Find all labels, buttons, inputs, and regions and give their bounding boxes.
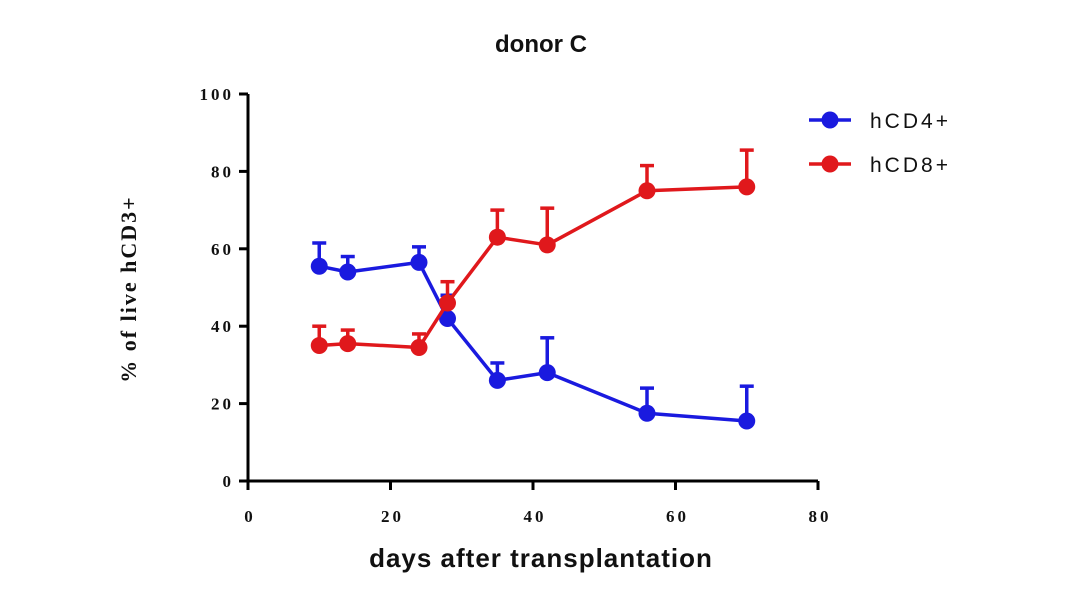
data-point: [339, 263, 357, 281]
data-point: [310, 257, 328, 275]
legend-marker: [821, 155, 839, 173]
data-point: [488, 371, 506, 389]
series-hcd4: [310, 241, 756, 430]
x-tick-label: 40: [524, 507, 547, 526]
series-layer: [310, 148, 756, 430]
data-point: [439, 309, 456, 327]
legend: hCD4+ hCD8+: [809, 110, 951, 177]
data-point: [410, 338, 428, 356]
x-tick-label: 60: [666, 507, 689, 526]
legend-item-hcd8: hCD8+: [809, 154, 951, 177]
y-ticks: 0 20 40 60 80 100: [200, 85, 248, 491]
legend-item-hcd4: hCD4+: [809, 110, 951, 133]
data-point: [439, 294, 456, 312]
y-tick-label: 80: [211, 162, 234, 181]
plot-area: 0 20 40 60 80 100 0 20 40 60 80: [200, 85, 832, 526]
y-axis-title: % of live hCD3+: [116, 195, 141, 382]
data-point: [410, 253, 428, 271]
series-line: [318, 260, 747, 423]
y-tick-label: 40: [211, 317, 234, 336]
y-tick-label: 0: [223, 472, 235, 491]
y-tick-label: 100: [200, 85, 235, 104]
data-point: [310, 337, 328, 355]
data-point: [488, 228, 506, 246]
x-tick-label: 20: [381, 507, 404, 526]
data-point: [339, 335, 357, 353]
x-tick-label: 80: [809, 507, 832, 526]
series-line: [319, 185, 747, 350]
legend-label: hCD8+: [870, 154, 951, 177]
x-axis-title: days after transplantation: [369, 543, 713, 573]
legend-marker: [821, 111, 839, 129]
series-hcd8: [310, 148, 756, 356]
data-point: [738, 412, 756, 430]
data-point: [538, 364, 556, 382]
data-point: [538, 236, 556, 254]
chart-title: donor C: [495, 31, 587, 58]
x-ticks: 0 20 40 60 80: [244, 481, 832, 526]
y-tick-label: 20: [211, 395, 234, 414]
y-tick-label: 60: [211, 240, 234, 259]
data-point: [638, 182, 656, 200]
legend-label: hCD4+: [870, 110, 951, 133]
data-point: [638, 404, 656, 422]
data-point: [738, 178, 756, 196]
x-tick-label: 0: [244, 507, 256, 526]
